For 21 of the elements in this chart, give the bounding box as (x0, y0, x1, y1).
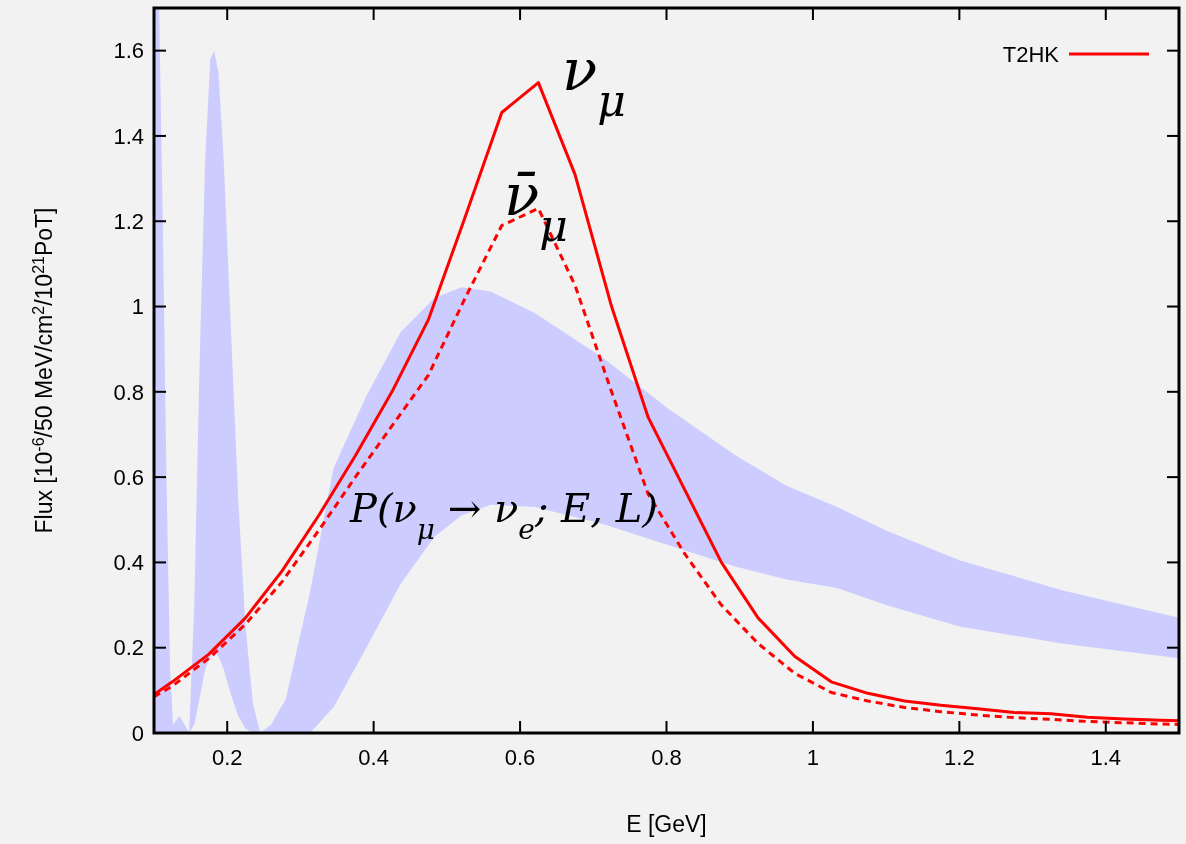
y-tick-label: 0.4 (113, 550, 144, 576)
x-tick-label: 0.4 (358, 745, 389, 770)
annotation: ν$_{μ}$ (562, 36, 626, 126)
y-tick-label: 0.6 (113, 464, 144, 490)
annotation: ν̄$_{μ}$ (504, 161, 568, 251)
x-tick-label: 0.8 (651, 745, 682, 770)
y-tick-label: 0.8 (113, 379, 144, 405)
x-tick-label: 0.2 (211, 745, 243, 770)
y-tick-label: 0 (131, 720, 144, 746)
x-tick-label: 1.4 (1090, 745, 1122, 770)
y-tick-label: 1.2 (113, 208, 144, 234)
y-tick-label: 0.2 (113, 635, 144, 661)
y-tick-label: 1.4 (113, 123, 144, 149)
y-tick-label: 1.6 (113, 38, 144, 64)
x-tick-label: 1.2 (944, 745, 975, 770)
y-tick-label: 1 (131, 294, 144, 320)
annotation: P(ν$_{μ}$ → ν$_{e}$; E, L) (349, 485, 658, 546)
legend-label: T2HK (1002, 41, 1060, 67)
x-axis-title: E [GeV] (626, 811, 707, 837)
x-tick-label: 1 (806, 745, 820, 770)
x-tick-label: 0.6 (504, 745, 536, 770)
